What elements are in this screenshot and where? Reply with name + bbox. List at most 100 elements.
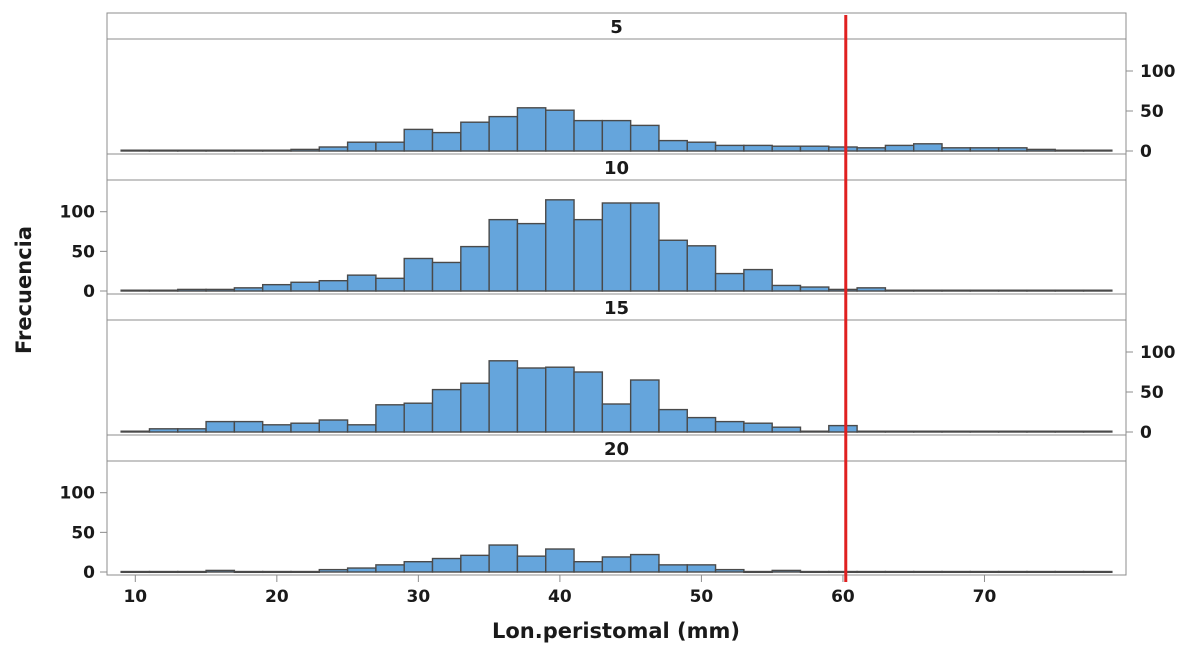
x-axis: 10 20 30 40 50 60 70	[123, 575, 996, 607]
y-tick-label: 0	[1140, 423, 1152, 443]
histogram-bar	[205, 149, 236, 152]
y-tick-label: 0	[83, 282, 95, 302]
histogram-bar	[120, 149, 151, 152]
histogram-bar	[828, 424, 858, 433]
x-tick-label: 50	[690, 587, 714, 607]
histogram-bar	[856, 430, 887, 433]
histogram-bar	[290, 422, 320, 433]
histogram-bar	[856, 570, 887, 574]
histogram-bar	[771, 569, 802, 573]
histogram-bar	[120, 430, 151, 433]
histogram-bar	[856, 147, 887, 152]
histogram-bar	[205, 288, 236, 292]
panel-label: 20	[604, 439, 629, 460]
histogram-bar	[1082, 570, 1113, 574]
histogram-bar	[460, 245, 490, 292]
histogram-bar	[460, 382, 490, 433]
histogram-bar	[431, 261, 462, 292]
histogram-bar	[686, 245, 717, 292]
histogram-bar	[1082, 149, 1113, 152]
histogram-bar	[941, 570, 972, 574]
histogram-bar	[601, 556, 632, 573]
histogram-bar	[177, 288, 207, 292]
histogram-bar	[799, 286, 830, 292]
x-axis-title: Lon.peristomal (mm)	[492, 619, 740, 643]
histogram-bar	[573, 119, 604, 152]
histogram-bar	[346, 424, 377, 433]
histogram-bar	[233, 570, 264, 574]
histogram-bar	[686, 564, 717, 573]
histogram-bar	[205, 420, 236, 433]
histogram-bar	[1054, 149, 1085, 152]
histogram-bar	[629, 379, 660, 433]
histogram-bar	[261, 570, 292, 574]
histogram-bar	[205, 569, 236, 573]
histogram-bar	[516, 367, 547, 433]
histogram-bar	[261, 424, 292, 433]
histogram-bar	[743, 144, 773, 152]
histogram-bar	[658, 239, 688, 292]
histogram-bar	[148, 428, 179, 433]
panel-label: 10	[604, 158, 629, 179]
histogram-bar	[856, 287, 887, 292]
histogram-bar	[431, 557, 462, 573]
histogram-bar	[941, 289, 972, 292]
histogram-bar	[460, 554, 490, 573]
histogram-bar	[261, 149, 292, 152]
histogram-bar	[743, 422, 773, 433]
histogram-bar	[1082, 430, 1113, 433]
histogram-bar	[545, 548, 575, 573]
histogram-bar	[346, 141, 377, 152]
histogram-bar	[969, 570, 1000, 574]
histogram-bar	[601, 202, 632, 292]
histogram-bar	[884, 144, 915, 152]
histogram-bar	[431, 388, 462, 433]
histogram-bar	[799, 145, 830, 152]
histogram-bar	[573, 371, 604, 433]
histogram-bar	[997, 289, 1028, 292]
histogram-bar	[913, 430, 943, 433]
histogram-bar	[1026, 148, 1056, 152]
histogram-bar	[290, 148, 320, 152]
histogram-bar	[516, 222, 547, 292]
panel-strip	[106, 12, 1127, 40]
histogram-bar	[941, 147, 972, 152]
x-tick-label: 40	[548, 587, 572, 607]
histogram-bar	[1082, 289, 1113, 292]
histogram-bar	[431, 131, 462, 152]
histogram-bar	[233, 287, 264, 292]
x-tick-label: 60	[831, 587, 855, 607]
y-tick-label: 100	[60, 484, 96, 504]
y-tick-label: 100	[60, 203, 96, 223]
histogram-bar	[913, 289, 943, 292]
histogram-bar	[1026, 289, 1056, 292]
y-tick-label: 0	[1140, 142, 1152, 162]
histogram-bar	[997, 430, 1028, 433]
histogram-bar	[913, 570, 943, 574]
y-tick-label: 50	[71, 523, 95, 543]
histogram-bar	[658, 564, 688, 573]
histogram-bar	[771, 145, 802, 152]
histogram-bar	[686, 416, 717, 433]
x-tick-label: 10	[123, 587, 147, 607]
histogram-bar	[884, 570, 915, 574]
histogram-bar	[969, 430, 1000, 433]
histogram-bar	[148, 289, 179, 292]
y-tick-label: 50	[71, 242, 95, 262]
histogram-bar	[488, 544, 519, 573]
histogram-bar	[997, 147, 1028, 152]
histogram-bar	[997, 570, 1028, 574]
histogram-bar	[743, 570, 773, 574]
histogram-bar	[318, 419, 349, 433]
histogram-bar	[290, 570, 320, 574]
histogram-bar	[488, 218, 519, 292]
histogram-bar	[913, 143, 943, 152]
histogram-bar	[346, 567, 377, 573]
panel-20: 20 0 50 100	[60, 434, 1127, 583]
histogram-bar	[1026, 430, 1056, 433]
histogram-bar	[488, 115, 519, 152]
panel-frame	[106, 460, 1127, 576]
